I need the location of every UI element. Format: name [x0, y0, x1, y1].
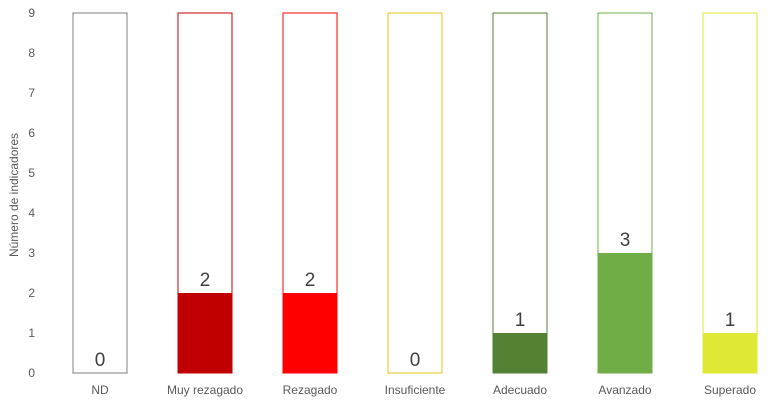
x-axis-ticks: ND Muy rezagado Rezagado Insuficiente Adecua…: [91, 383, 756, 397]
bar: [598, 253, 652, 373]
bar-data-label: 2: [200, 270, 211, 291]
y-tick-label: 3: [28, 246, 35, 260]
bar-data-label: 1: [515, 310, 526, 331]
y-tick-label: 0: [28, 366, 35, 380]
y-axis-ticks: 0 1 2 3 4 5 6 7 8 9: [28, 6, 35, 380]
y-tick-label: 9: [28, 6, 35, 20]
y-tick-label: 6: [28, 126, 35, 140]
y-tick-label: 2: [28, 286, 35, 300]
bar-data-label: 0: [410, 350, 421, 371]
bar: [283, 293, 337, 373]
x-category-label: Avanzado: [598, 383, 651, 397]
x-category-label: Superado: [704, 383, 756, 397]
x-category-label: ND: [91, 383, 109, 397]
bar-outline: [72, 12, 128, 374]
x-category-label: Insuficiente: [385, 383, 446, 397]
y-tick-label: 5: [28, 166, 35, 180]
x-category-label: Rezagado: [283, 383, 338, 397]
bar-data-label: 1: [725, 310, 736, 331]
y-tick-label: 4: [28, 206, 35, 220]
y-axis-title: Número de indicadores: [7, 133, 21, 257]
y-tick-label: 8: [28, 46, 35, 60]
y-tick-label: 1: [28, 326, 35, 340]
bar-outline: [387, 12, 443, 374]
bar: [493, 333, 547, 373]
x-category-label: Adecuado: [493, 383, 547, 397]
x-category-label: Muy rezagado: [167, 383, 243, 397]
y-tick-label: 7: [28, 86, 35, 100]
bar-data-label: 2: [305, 270, 316, 291]
bar: [178, 293, 232, 373]
bar-data-label: 0: [95, 350, 106, 371]
bars: 0 2 2 0 1 3 1: [72, 12, 758, 374]
bar-data-label: 3: [620, 230, 631, 251]
bar: [703, 333, 757, 373]
